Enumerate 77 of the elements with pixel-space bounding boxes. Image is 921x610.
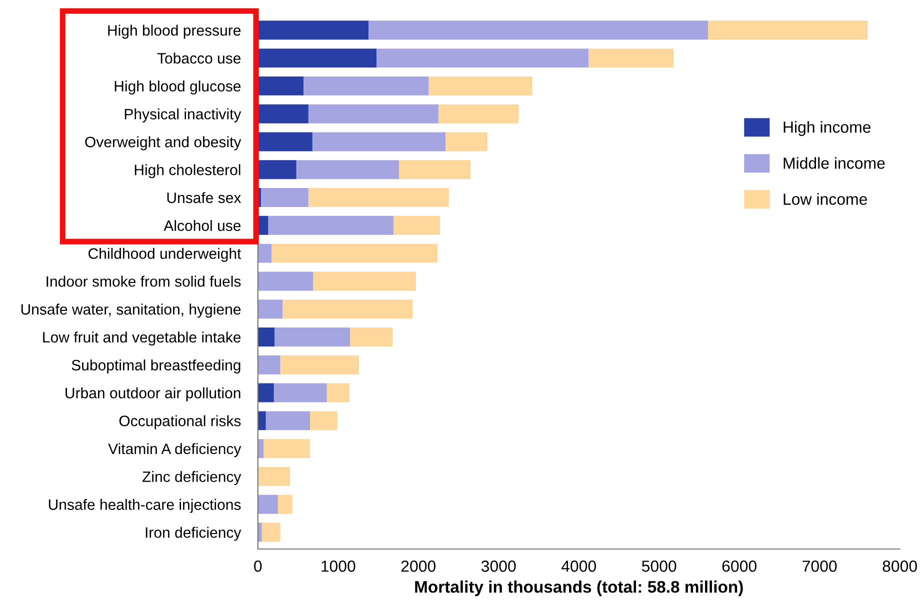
y-tick-label: Occupational risks [119, 415, 241, 430]
bar [258, 244, 272, 263]
y-tick-label: Iron deficiency [146, 526, 242, 541]
bar [258, 76, 304, 96]
x-tick-label: 1000 [322, 560, 356, 572]
bar [308, 188, 449, 208]
y-tick-label: Tobacco use [157, 52, 241, 64]
bar [708, 20, 868, 40]
bar [446, 132, 488, 152]
bar [258, 132, 312, 152]
y-tick-label: Indoor smoke from solid fuels [46, 276, 241, 287]
y-tick-label: Childhood underweight [88, 248, 242, 262]
bar [258, 383, 274, 402]
bar [308, 104, 438, 124]
y-tick-label: High blood glucose [114, 80, 241, 94]
x-tick-label: 3000 [481, 560, 516, 572]
bar [280, 355, 359, 374]
x-tick-label: 4000 [561, 560, 596, 572]
legend-label: High income [784, 121, 871, 136]
y-tick-label: Unsafe health-care injections [48, 498, 241, 513]
bar [258, 216, 268, 235]
y-tick-label: High blood pressure [108, 24, 241, 39]
bar [312, 132, 446, 152]
bar [258, 494, 278, 514]
bar [428, 76, 532, 96]
bar [350, 328, 393, 346]
bar [258, 300, 283, 319]
x-tick-label: 6000 [722, 560, 756, 572]
y-tick-label: Low fruit and vegetable intake [43, 332, 241, 346]
y-tick-label: Suboptimal breastfeeding [72, 359, 240, 374]
y-tick-label: High cholesterol [134, 164, 240, 178]
x-tick-label: 2000 [401, 560, 436, 572]
bar [274, 328, 350, 346]
bar [393, 216, 440, 235]
bar [376, 48, 588, 68]
y-tick-label: Zinc deficiency [142, 471, 242, 486]
bar [258, 466, 290, 486]
y-tick-label: Unsafe water, sanitation, hygiene [21, 304, 241, 318]
y-tick-label: Urban outdoor air pollution [66, 387, 240, 402]
bar [326, 383, 350, 402]
bar [438, 104, 519, 124]
bar [258, 20, 369, 40]
bar [313, 272, 416, 291]
bar [304, 76, 429, 96]
y-tick-label: Alcohol use [164, 220, 241, 232]
y-tick-label: Vitamin A deficiency [108, 443, 242, 458]
y-tick-label: Physical inactivity [124, 108, 242, 122]
bar [258, 48, 377, 68]
bar [278, 494, 292, 514]
bar [588, 48, 674, 68]
bar [261, 188, 308, 208]
x-tick-label: 8000 [882, 560, 917, 572]
bar [296, 160, 400, 180]
x-tick-label: 0 [254, 560, 262, 572]
y-tick-label: Unsafe sex [167, 192, 242, 204]
bar [258, 160, 296, 180]
bar [310, 411, 338, 430]
x-tick-label: 7000 [802, 560, 837, 572]
bar [268, 216, 394, 235]
bar [258, 411, 266, 430]
x-axis-title: Mortality in thousands (total: 58.8 million) [415, 580, 743, 596]
legend-label: Middle income [784, 157, 885, 169]
bar [258, 355, 280, 374]
bar [272, 244, 438, 263]
legend-label: Low income [784, 193, 867, 205]
bar [368, 20, 708, 40]
bar [274, 383, 327, 402]
bar [258, 104, 308, 124]
bar [263, 439, 310, 458]
y-tick-label: Overweight and obesity [85, 136, 242, 150]
x-tick-label: 5000 [642, 560, 676, 572]
bar [266, 411, 310, 430]
bar [258, 328, 275, 346]
bar [399, 160, 471, 180]
bar [258, 272, 314, 291]
bar [282, 300, 413, 319]
bar [262, 522, 280, 542]
